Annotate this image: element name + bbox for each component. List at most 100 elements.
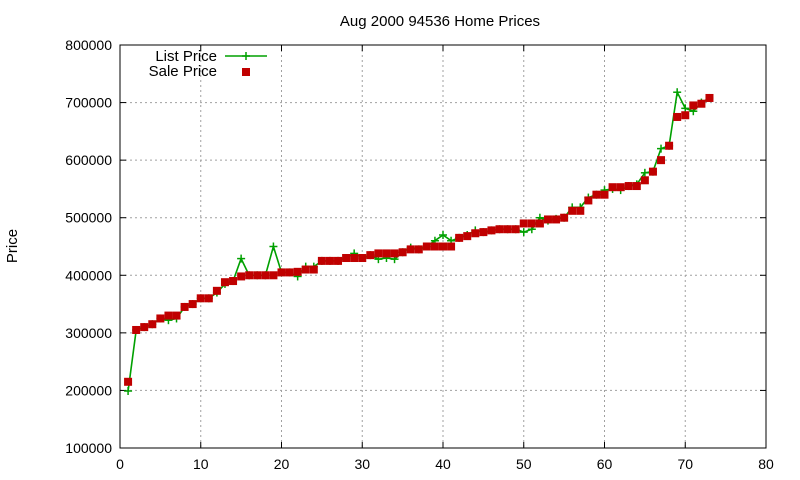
sale-price-point bbox=[657, 156, 666, 165]
sale-price-point bbox=[447, 242, 456, 251]
sale-price-point bbox=[325, 256, 334, 265]
sale-price-point bbox=[430, 242, 439, 251]
sale-price-point bbox=[511, 225, 520, 234]
sale-price-point bbox=[584, 196, 593, 205]
x-tick-label: 40 bbox=[435, 456, 451, 472]
legend-label-list-price: List Price bbox=[155, 48, 217, 65]
sale-price-point bbox=[374, 249, 383, 258]
sale-price-point bbox=[293, 267, 302, 276]
y-tick-label: 300000 bbox=[65, 325, 112, 341]
sale-price-point bbox=[543, 215, 552, 224]
sale-price-point bbox=[390, 249, 399, 258]
series-layer bbox=[124, 88, 714, 396]
sale-price-point bbox=[342, 254, 351, 263]
sale-price-point bbox=[358, 254, 367, 263]
sale-price-point bbox=[317, 256, 326, 265]
sale-price-point bbox=[697, 99, 706, 108]
list-price-point bbox=[124, 387, 133, 396]
sale-price-point bbox=[624, 182, 633, 191]
sale-price-point bbox=[269, 271, 278, 280]
x-tick-label: 20 bbox=[274, 456, 290, 472]
sale-price-point bbox=[681, 111, 690, 120]
y-tick-label: 600000 bbox=[65, 152, 112, 168]
y-tick-label: 100000 bbox=[65, 440, 112, 456]
sale-price-point bbox=[229, 277, 238, 286]
x-tick-label: 60 bbox=[597, 456, 613, 472]
y-tick-label: 500000 bbox=[65, 210, 112, 226]
sale-price-point bbox=[285, 268, 294, 277]
sale-price-point bbox=[414, 245, 423, 254]
x-tick-label: 10 bbox=[193, 456, 209, 472]
list-price-point bbox=[640, 168, 649, 177]
sale-price-point bbox=[261, 271, 270, 280]
sale-price-point bbox=[237, 272, 246, 281]
sale-price-point bbox=[479, 228, 488, 237]
x-tick-label: 70 bbox=[677, 456, 693, 472]
sale-price-point bbox=[640, 176, 649, 185]
sale-price-point bbox=[527, 219, 536, 228]
sale-price-point bbox=[406, 245, 415, 254]
list-price-point bbox=[439, 230, 447, 239]
x-tick-label: 30 bbox=[354, 456, 370, 472]
sale-price-point bbox=[180, 302, 189, 311]
list-price-point bbox=[673, 88, 682, 97]
y-tick-label: 400000 bbox=[65, 267, 112, 283]
y-tick-label: 200000 bbox=[65, 382, 112, 398]
sale-price-point bbox=[277, 268, 286, 277]
sale-price-point bbox=[422, 242, 431, 251]
list-price-point bbox=[681, 104, 690, 113]
sale-price-point bbox=[552, 215, 561, 224]
list-price-point bbox=[269, 242, 278, 251]
sale-price-point bbox=[334, 256, 343, 265]
sale-price-point bbox=[439, 242, 447, 251]
sale-price-point bbox=[560, 213, 569, 222]
sale-price-point bbox=[188, 300, 197, 309]
sale-price-point bbox=[124, 377, 133, 386]
sale-price-point bbox=[689, 101, 698, 110]
sale-price-point bbox=[616, 183, 625, 192]
sale-price-point bbox=[309, 265, 318, 274]
y-axis-label: Price bbox=[4, 229, 21, 263]
axis-ticks: 0 10 20 30 40 50 60 70 80 100000 200000 300000 40000… bbox=[65, 37, 774, 472]
sale-price-point bbox=[495, 225, 504, 234]
sale-price-point bbox=[148, 320, 157, 329]
sale-price-point bbox=[471, 229, 480, 238]
legend-label-sale-price: Sale Price bbox=[149, 63, 217, 80]
sale-price-point bbox=[301, 265, 310, 274]
list-price-point bbox=[237, 254, 246, 263]
legend-sample-sale-price bbox=[242, 68, 250, 76]
sale-price-point bbox=[665, 141, 674, 150]
sale-price-point bbox=[600, 190, 609, 199]
x-tick-label: 50 bbox=[516, 456, 532, 472]
sale-price-point bbox=[140, 323, 149, 332]
sale-price-point bbox=[164, 311, 173, 320]
sale-price-point bbox=[204, 294, 213, 303]
sale-price-point bbox=[156, 314, 165, 323]
sale-price-point bbox=[172, 311, 181, 320]
x-tick-label: 0 bbox=[116, 456, 124, 472]
sale-price-point bbox=[705, 93, 714, 102]
sale-price-point bbox=[568, 206, 577, 215]
sale-price-point bbox=[253, 271, 262, 280]
sale-price-point bbox=[196, 294, 205, 303]
sale-price-point bbox=[487, 226, 496, 235]
sale-price-point bbox=[503, 225, 512, 234]
sale-price-point bbox=[350, 254, 359, 263]
y-tick-label: 800000 bbox=[65, 37, 112, 53]
sale-price-point bbox=[673, 112, 682, 121]
sale-price-point bbox=[463, 232, 472, 241]
sale-price-point bbox=[535, 219, 544, 228]
sale-price-point bbox=[212, 286, 221, 295]
sale-price-point bbox=[632, 182, 641, 191]
sale-price-point bbox=[648, 167, 657, 176]
list-price-point bbox=[519, 228, 528, 237]
list-price-line bbox=[127, 89, 710, 392]
legend: List Price Sale Price bbox=[149, 48, 267, 80]
sale-price-point bbox=[220, 278, 229, 287]
sale-price-point bbox=[398, 248, 407, 257]
sale-price-point bbox=[576, 206, 585, 215]
sale-price-point bbox=[366, 251, 375, 260]
y-tick-label: 700000 bbox=[65, 95, 112, 111]
sale-price-point bbox=[519, 219, 528, 228]
